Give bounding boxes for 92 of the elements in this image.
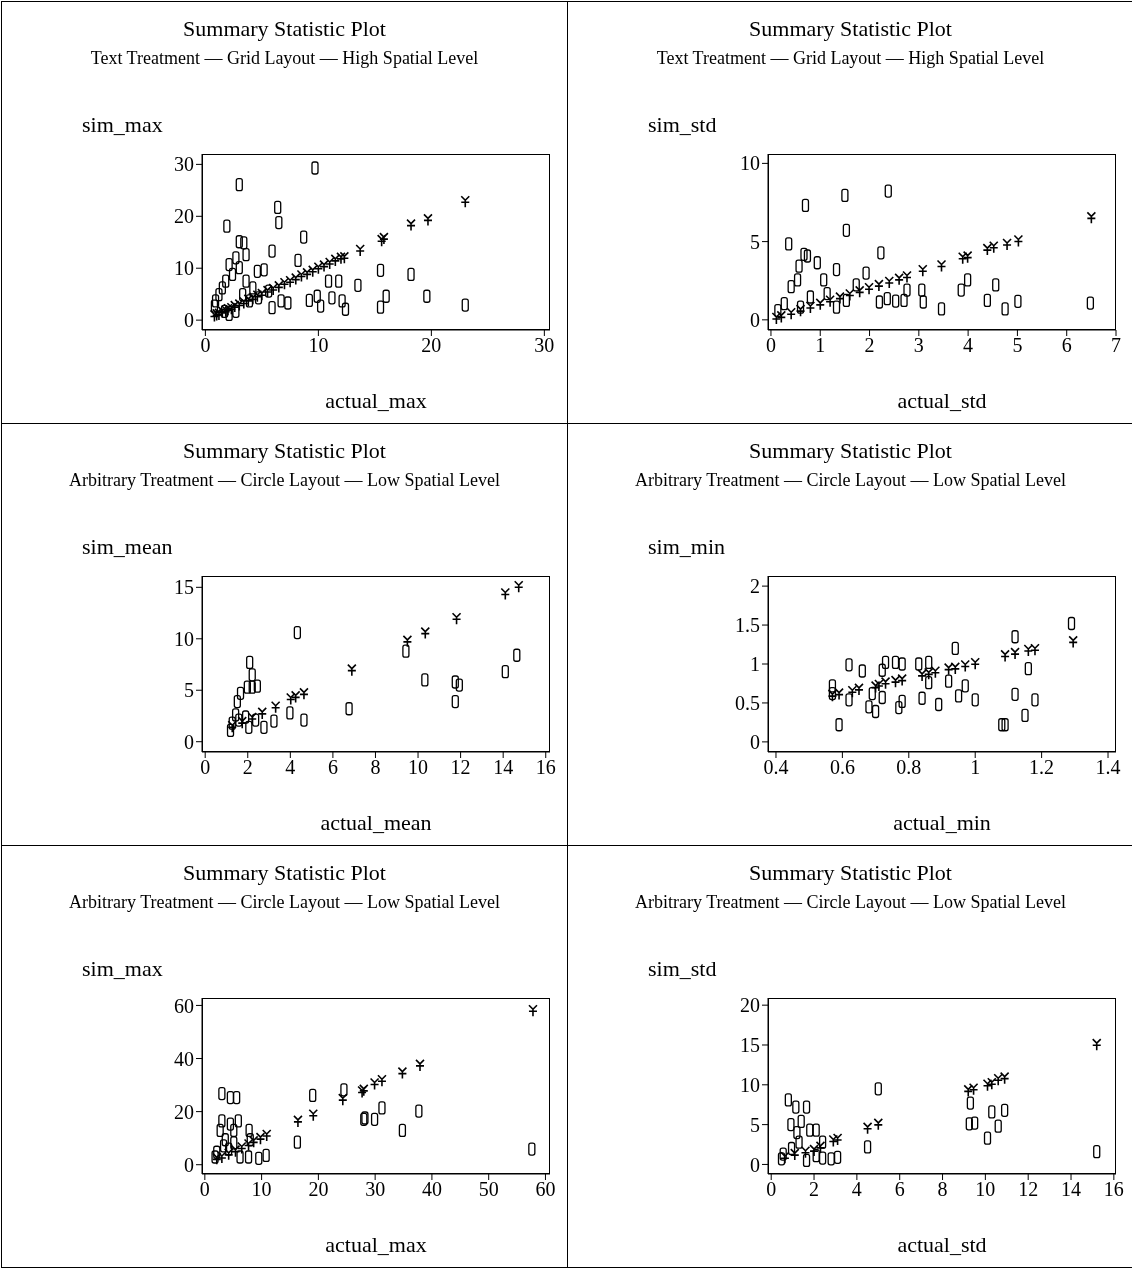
y-tick-label: 0 bbox=[750, 1153, 760, 1176]
x-tick-label: 6 bbox=[1061, 334, 1072, 357]
y-tick-label: 10 bbox=[174, 627, 194, 650]
chart-subtitle: Text Treatment — Grid Layout — High Spatial Level bbox=[89, 48, 480, 69]
y-tick-label: 1.5 bbox=[735, 614, 760, 637]
x-tick-label: 60 bbox=[535, 1178, 556, 1201]
y-tick-label: 40 bbox=[174, 1047, 194, 1070]
y-tick-label: 60 bbox=[174, 994, 194, 1017]
x-tick-label: 8 bbox=[937, 1178, 948, 1201]
x-tick-label: 4 bbox=[963, 334, 974, 357]
x-tick-label: 16 bbox=[1103, 1178, 1124, 1201]
x-tick-label: 20 bbox=[421, 334, 442, 357]
chart-title: Summary Statistic Plot bbox=[748, 16, 953, 42]
x-tick-label: 0 bbox=[765, 334, 776, 357]
x-tick-label: 0 bbox=[200, 756, 211, 779]
chart-title: Summary Statistic Plot bbox=[748, 860, 953, 886]
x-tick-label: 0.6 bbox=[829, 756, 855, 779]
x-tick-label: 30 bbox=[534, 334, 555, 357]
chart-title: Summary Statistic Plot bbox=[182, 860, 387, 886]
x-tick-label: 2 bbox=[242, 756, 253, 779]
x-tick-label: 8 bbox=[370, 756, 381, 779]
y-axis-title: sim_mean bbox=[82, 534, 173, 560]
y-tick-label: 5 bbox=[750, 1113, 760, 1136]
chart-title: Summary Statistic Plot bbox=[748, 438, 953, 464]
x-tick-label: 2 bbox=[864, 334, 875, 357]
x-tick-label: 6 bbox=[327, 756, 338, 779]
x-axis-title: actual_std bbox=[896, 1232, 988, 1258]
chart-subtitle: Arbitrary Treatment — Circle Layout — Low Spatial Level bbox=[68, 892, 501, 913]
x-axis-title: actual_min bbox=[892, 810, 992, 836]
x-tick-label: 10 bbox=[408, 756, 429, 779]
y-axis-title: sim_max bbox=[82, 956, 163, 982]
x-tick-label: 6 bbox=[894, 1178, 905, 1201]
x-tick-label: 1 bbox=[970, 756, 981, 779]
x-tick-label: 1.4 bbox=[1095, 756, 1121, 779]
x-axis-title: actual_mean bbox=[319, 810, 433, 836]
chart-subtitle: Arbitrary Treatment — Circle Layout — Low Spatial Level bbox=[634, 892, 1067, 913]
x-axis-title: actual_std bbox=[896, 388, 988, 414]
y-tick-label: 5 bbox=[750, 230, 760, 253]
y-tick-label: 0 bbox=[750, 730, 760, 753]
y-tick-label: 20 bbox=[174, 1100, 194, 1123]
y-tick-label: 0 bbox=[184, 1153, 194, 1176]
y-tick-label: 10 bbox=[174, 257, 194, 280]
x-tick-label: 16 bbox=[535, 756, 556, 779]
y-axis-title: sim_std bbox=[648, 112, 717, 138]
y-axis-title: sim_max bbox=[82, 112, 163, 138]
y-tick-label: 2 bbox=[750, 575, 760, 598]
x-axis-title: actual_max bbox=[324, 1232, 428, 1258]
x-tick-label: 0.4 bbox=[763, 756, 789, 779]
y-axis-title: sim_min bbox=[648, 534, 726, 560]
y-tick-label: 0 bbox=[750, 308, 760, 331]
y-tick-label: 10 bbox=[740, 152, 760, 175]
y-tick-label: 20 bbox=[174, 205, 194, 228]
x-tick-label: 50 bbox=[478, 1178, 499, 1201]
y-tick-label: 10 bbox=[740, 1073, 760, 1096]
x-tick-label: 10 bbox=[251, 1178, 272, 1201]
x-tick-label: 12 bbox=[1018, 1178, 1039, 1201]
x-tick-label: 4 bbox=[285, 756, 296, 779]
y-tick-label: 0 bbox=[184, 730, 194, 753]
x-tick-label: 0 bbox=[766, 1178, 777, 1201]
x-tick-label: 20 bbox=[308, 1178, 329, 1201]
y-axis-title: sim_std bbox=[648, 956, 717, 982]
y-tick-label: 1 bbox=[750, 653, 760, 676]
x-axis-title: actual_max bbox=[324, 388, 428, 414]
x-tick-label: 5 bbox=[1012, 334, 1023, 357]
y-tick-label: 0 bbox=[184, 309, 194, 332]
x-tick-label: 30 bbox=[365, 1178, 386, 1201]
x-tick-label: 10 bbox=[308, 334, 329, 357]
y-tick-label: 20 bbox=[740, 994, 760, 1017]
x-tick-label: 4 bbox=[851, 1178, 862, 1201]
x-tick-label: 14 bbox=[493, 756, 514, 779]
chart-subtitle: Text Treatment — Grid Layout — High Spatial Level bbox=[655, 48, 1046, 69]
x-tick-label: 3 bbox=[913, 334, 924, 357]
y-tick-label: 15 bbox=[740, 1034, 760, 1057]
x-tick-label: 14 bbox=[1061, 1178, 1082, 1201]
x-tick-label: 7 bbox=[1111, 334, 1121, 357]
x-tick-label: 1 bbox=[815, 334, 826, 357]
y-tick-label: 5 bbox=[184, 679, 194, 702]
x-tick-label: 10 bbox=[975, 1178, 996, 1201]
chart-title: Summary Statistic Plot bbox=[182, 438, 387, 464]
y-tick-label: 0.5 bbox=[735, 692, 760, 715]
chart-subtitle: Arbitrary Treatment — Circle Layout — Low Spatial Level bbox=[634, 470, 1067, 491]
x-tick-label: 0 bbox=[200, 334, 211, 357]
chart-subtitle: Arbitrary Treatment — Circle Layout — Low Spatial Level bbox=[68, 470, 501, 491]
x-tick-label: 1.2 bbox=[1029, 756, 1055, 779]
x-tick-label: 2 bbox=[809, 1178, 820, 1201]
x-tick-label: 12 bbox=[450, 756, 471, 779]
y-tick-label: 30 bbox=[174, 153, 194, 176]
x-tick-label: 0 bbox=[199, 1178, 210, 1201]
chart-title: Summary Statistic Plot bbox=[182, 16, 387, 42]
x-tick-label: 0.8 bbox=[896, 756, 922, 779]
x-tick-label: 40 bbox=[421, 1178, 442, 1201]
y-tick-label: 15 bbox=[174, 576, 194, 599]
